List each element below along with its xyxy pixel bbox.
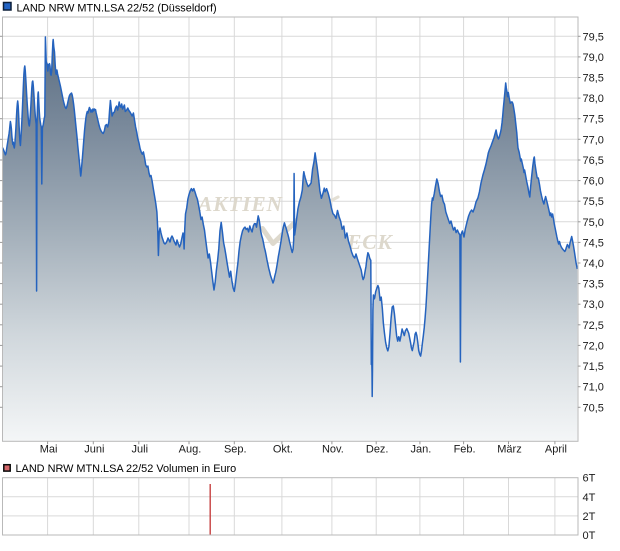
svg-text:74,0: 74,0	[583, 258, 604, 270]
svg-text:75,0: 75,0	[583, 217, 604, 229]
svg-text:72,5: 72,5	[583, 320, 604, 332]
svg-text:Jan.: Jan.	[411, 444, 432, 456]
svg-text:Juni: Juni	[84, 444, 104, 456]
svg-text:Feb.: Feb.	[454, 444, 476, 456]
svg-text:73,0: 73,0	[583, 299, 604, 311]
svg-text:77,5: 77,5	[583, 114, 604, 126]
svg-text:0T: 0T	[583, 530, 596, 542]
svg-text:Sep.: Sep.	[224, 444, 247, 456]
svg-text:Juli: Juli	[132, 444, 149, 456]
svg-text:Aug.: Aug.	[179, 444, 202, 456]
svg-text:70,5: 70,5	[583, 402, 604, 414]
svg-text:73,5: 73,5	[583, 279, 604, 291]
svg-text:79,5: 79,5	[583, 31, 604, 43]
svg-text:März: März	[497, 444, 521, 456]
svg-text:LAND NRW MTN.LSA 22/52 Volumen: LAND NRW MTN.LSA 22/52 Volumen in Euro	[16, 463, 237, 475]
svg-text:77,0: 77,0	[583, 134, 604, 146]
svg-text:76,0: 76,0	[583, 176, 604, 188]
svg-text:2T: 2T	[583, 511, 596, 523]
svg-text:4T: 4T	[583, 492, 596, 504]
svg-text:75,5: 75,5	[583, 196, 604, 208]
svg-text:Dez.: Dez.	[366, 444, 389, 456]
svg-text:Mai: Mai	[40, 444, 58, 456]
svg-text:April: April	[545, 444, 567, 456]
svg-text:78,0: 78,0	[583, 93, 604, 105]
svg-text:74,5: 74,5	[583, 237, 604, 249]
svg-text:6T: 6T	[583, 473, 596, 485]
svg-text:79,0: 79,0	[583, 52, 604, 64]
svg-text:78,5: 78,5	[583, 73, 604, 85]
svg-text:LAND NRW MTN.LSA 22/52 (Düssel: LAND NRW MTN.LSA 22/52 (Düsseldorf)	[17, 3, 217, 15]
svg-text:Nov.: Nov.	[322, 444, 344, 456]
svg-text:Okt.: Okt.	[273, 444, 293, 456]
svg-text:76,5: 76,5	[583, 155, 604, 167]
svg-text:71,5: 71,5	[583, 361, 604, 373]
svg-text:72,0: 72,0	[583, 340, 604, 352]
svg-text:AKTIEN: AKTIEN	[196, 192, 284, 216]
svg-text:71,0: 71,0	[583, 382, 604, 394]
